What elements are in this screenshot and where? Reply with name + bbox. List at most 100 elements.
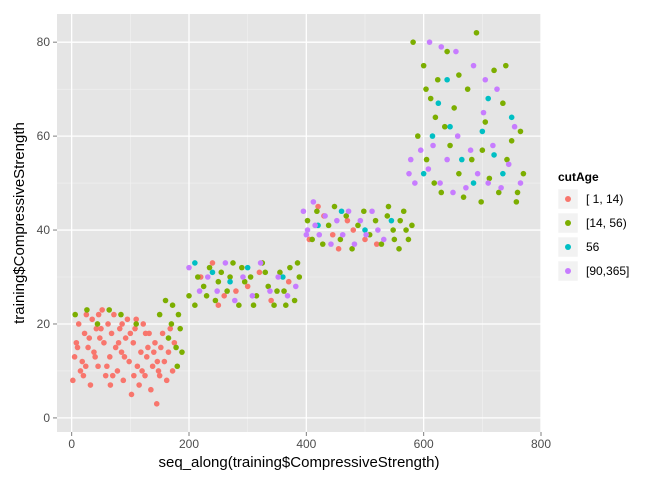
data-point <box>280 274 286 280</box>
data-point <box>482 119 489 125</box>
data-point <box>118 311 124 318</box>
data-point <box>309 236 316 243</box>
data-point <box>173 344 179 351</box>
data-point <box>405 236 412 243</box>
data-point <box>470 180 477 186</box>
data-point <box>328 241 334 247</box>
data-point <box>130 339 137 346</box>
data-point <box>420 170 427 177</box>
data-point <box>334 217 340 224</box>
data-point <box>142 330 149 337</box>
data-point <box>79 358 86 365</box>
data-point <box>142 372 148 379</box>
data-point <box>80 372 87 379</box>
data-point <box>490 142 496 149</box>
data-point <box>344 217 351 224</box>
data-point <box>262 269 269 276</box>
data-point <box>363 231 369 238</box>
data-point <box>409 222 415 229</box>
data-point <box>485 180 492 186</box>
data-point <box>265 283 272 290</box>
data-point <box>94 321 101 327</box>
data-point <box>373 241 380 247</box>
data-point <box>154 358 161 365</box>
data-point <box>491 152 497 158</box>
data-point <box>155 368 162 374</box>
data-point <box>337 236 344 243</box>
data-point <box>132 325 138 332</box>
data-point <box>511 123 518 130</box>
x-axis-title: seq_along(training$CompressiveStrength) <box>159 454 440 471</box>
data-point <box>312 222 318 229</box>
data-point <box>425 166 432 172</box>
data-point <box>177 325 183 332</box>
data-point <box>214 288 220 294</box>
data-point <box>335 246 342 252</box>
data-point <box>241 278 248 285</box>
legend-label: [14, 56) <box>586 216 627 230</box>
data-point <box>148 386 154 393</box>
data-point <box>111 311 117 318</box>
data-point <box>174 363 181 370</box>
data-point <box>390 227 396 233</box>
data-point <box>192 260 198 266</box>
data-point <box>236 302 242 308</box>
legend-key-point <box>565 244 571 250</box>
data-point <box>107 382 114 388</box>
data-point <box>275 274 281 280</box>
x-tick-label: 0 <box>68 437 75 451</box>
data-point <box>244 264 251 271</box>
data-point <box>158 344 164 351</box>
data-point <box>227 278 233 285</box>
data-point <box>165 349 172 355</box>
data-point <box>385 203 392 210</box>
data-point <box>410 39 416 45</box>
data-point <box>319 241 326 247</box>
data-point <box>303 231 310 238</box>
data-point <box>463 184 469 191</box>
data-point <box>494 86 500 92</box>
data-point <box>432 114 439 121</box>
legend-title: cutAge <box>558 170 599 184</box>
data-point <box>396 246 402 252</box>
data-point <box>145 344 151 351</box>
data-point <box>505 161 512 168</box>
x-tick-label: 400 <box>296 437 316 451</box>
y-axis-ticks: 0 20 40 60 80 <box>37 35 57 425</box>
data-point <box>520 170 527 177</box>
data-point <box>454 133 461 139</box>
data-point <box>450 189 456 196</box>
data-point <box>163 377 170 384</box>
data-point <box>128 391 135 398</box>
data-point <box>115 339 122 346</box>
data-point <box>196 288 203 294</box>
data-point <box>204 274 211 280</box>
data-point <box>91 349 97 355</box>
data-point <box>304 217 311 224</box>
data-point <box>380 236 387 243</box>
data-point <box>427 95 434 102</box>
data-point <box>284 292 291 299</box>
data-point <box>325 222 332 229</box>
legend-entries: [ 1, 14) [14, 56) 56 [90,365] <box>557 188 629 282</box>
data-point <box>127 330 134 337</box>
data-point <box>473 29 480 36</box>
y-tick-label: 60 <box>37 129 51 143</box>
data-point <box>73 339 80 346</box>
grid-major <box>57 14 542 432</box>
y-tick-label: 80 <box>37 35 51 49</box>
data-point <box>200 283 207 290</box>
data-point <box>165 335 172 341</box>
data-point <box>118 349 125 355</box>
data-point <box>292 283 299 290</box>
data-point <box>467 147 474 154</box>
data-point <box>504 156 510 163</box>
data-point <box>372 217 379 224</box>
data-point <box>140 321 147 327</box>
data-point <box>435 100 442 107</box>
data-point <box>447 142 453 149</box>
data-point <box>388 217 395 224</box>
data-point <box>161 358 168 365</box>
data-point <box>438 189 445 196</box>
data-point <box>93 325 100 332</box>
